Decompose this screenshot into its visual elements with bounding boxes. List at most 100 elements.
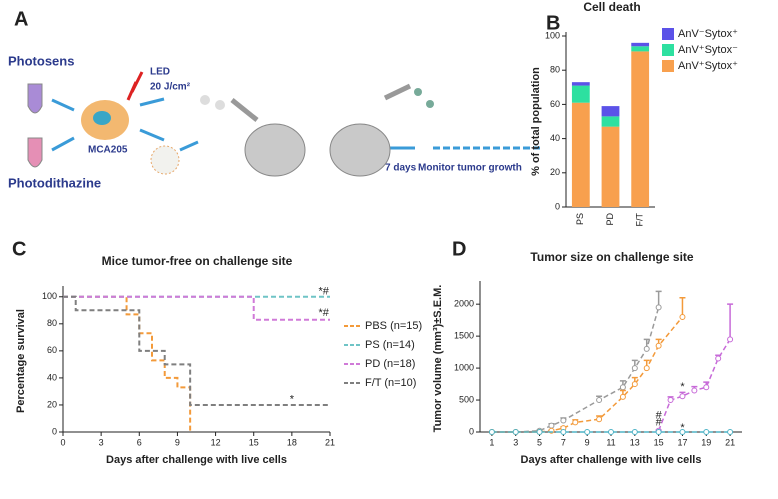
y-tick-label: 60 bbox=[550, 99, 560, 109]
chart-title: Cell death bbox=[583, 0, 640, 14]
data-point bbox=[655, 429, 662, 435]
data-point bbox=[631, 381, 638, 388]
data-point bbox=[703, 429, 710, 435]
legend-swatch bbox=[662, 60, 674, 72]
y-tick-label: 0 bbox=[469, 426, 474, 436]
x-tick-label: 5 bbox=[537, 437, 542, 447]
legend-swatch bbox=[662, 44, 674, 56]
data-point bbox=[643, 365, 650, 372]
label: 20 J/cm² bbox=[150, 82, 191, 93]
series-line bbox=[657, 338, 731, 431]
data-point bbox=[691, 387, 698, 394]
mouse bbox=[329, 123, 391, 177]
y-tick-label: 20 bbox=[550, 167, 560, 177]
error-bar bbox=[679, 297, 686, 317]
x-tick-label: 0 bbox=[60, 437, 65, 447]
dead-cell bbox=[150, 145, 180, 175]
survival-line bbox=[63, 295, 330, 321]
x-tick-label: 3 bbox=[99, 437, 104, 447]
data-point bbox=[715, 355, 722, 362]
y-tick-label: 60 bbox=[47, 345, 57, 355]
bar-segment bbox=[631, 42, 650, 47]
y-tick-label: 1000 bbox=[454, 362, 474, 372]
y-tick-label: 1500 bbox=[454, 331, 474, 341]
y-tick-label: 500 bbox=[459, 394, 474, 404]
y-tick-label: 100 bbox=[42, 291, 57, 301]
x-tick-label: 9 bbox=[585, 437, 590, 447]
cell bbox=[215, 100, 225, 110]
data-point bbox=[655, 304, 662, 311]
legend-label: PD (n=18) bbox=[365, 358, 415, 370]
y-tick-label: 40 bbox=[550, 133, 560, 143]
data-point bbox=[488, 429, 495, 435]
annotation: *# bbox=[318, 307, 329, 319]
legend-swatch bbox=[662, 28, 674, 40]
data-point bbox=[548, 422, 555, 429]
panel-label: B bbox=[546, 12, 560, 34]
data-point bbox=[655, 342, 662, 349]
x-tick-label: PD bbox=[605, 213, 615, 226]
data-point bbox=[560, 429, 567, 435]
nucleus bbox=[93, 111, 111, 125]
bolt bbox=[126, 71, 144, 101]
data-point bbox=[512, 429, 519, 435]
y-tick-label: 80 bbox=[47, 318, 57, 328]
panel-label: C bbox=[12, 238, 26, 260]
data-point bbox=[584, 429, 591, 435]
data-point bbox=[572, 419, 579, 426]
data-point bbox=[727, 429, 734, 435]
x-tick-label: 11 bbox=[606, 437, 615, 447]
legend-label: PS (n=14) bbox=[365, 339, 415, 351]
bar-segment bbox=[631, 46, 650, 52]
legend-label: AnV⁺Sytox⁺ bbox=[678, 60, 738, 72]
x-tick-label: 19 bbox=[701, 437, 711, 447]
data-point bbox=[679, 313, 686, 320]
x-tick-label: 3 bbox=[513, 437, 518, 447]
label: Monitor tumor growth bbox=[418, 163, 522, 174]
syringe bbox=[383, 83, 412, 101]
y-tick-label: 80 bbox=[550, 65, 560, 75]
legend-label: AnV⁻Sytox⁺ bbox=[678, 28, 738, 40]
chart-title: Mice tumor-free on challenge site bbox=[102, 254, 293, 268]
bar-segment bbox=[601, 106, 620, 117]
tube bbox=[27, 83, 43, 114]
cell bbox=[200, 95, 210, 105]
x-tick-label: 17 bbox=[677, 437, 687, 447]
legend-label: F/T (n=10) bbox=[365, 377, 416, 389]
bar-segment bbox=[601, 126, 620, 207]
x-tick-label: 15 bbox=[249, 437, 259, 447]
data-point bbox=[727, 336, 734, 343]
x-tick-label: 1 bbox=[489, 437, 494, 447]
data-point bbox=[596, 397, 603, 404]
x-tick-label: 9 bbox=[175, 437, 180, 447]
chart-title: Tumor size on challenge site bbox=[530, 250, 693, 264]
bar-segment bbox=[571, 85, 590, 103]
x-tick-label: 7 bbox=[561, 437, 566, 447]
bar-segment bbox=[631, 51, 650, 207]
diagram: A Photosens Photodithazine MCA205 LED 20… bbox=[8, 8, 540, 190]
x-tick-label: 18 bbox=[287, 437, 297, 447]
annotation: * bbox=[680, 381, 685, 393]
y-tick-label: 20 bbox=[47, 399, 57, 409]
data-point bbox=[703, 384, 710, 391]
label: LED bbox=[150, 67, 170, 78]
data-point bbox=[619, 384, 626, 391]
x-tick-label: 21 bbox=[325, 437, 335, 447]
annotation: # bbox=[656, 409, 663, 421]
survival-line bbox=[63, 295, 192, 432]
mouse bbox=[244, 123, 306, 177]
cell bbox=[414, 88, 422, 96]
panel-label: D bbox=[452, 238, 466, 260]
data-point bbox=[619, 393, 626, 400]
annotation: * bbox=[290, 393, 295, 405]
data-point bbox=[608, 429, 614, 435]
data-point bbox=[679, 393, 686, 400]
annotation: # bbox=[656, 416, 663, 428]
y-axis-label: Percentage survival bbox=[15, 309, 27, 413]
y-tick-label: 0 bbox=[52, 426, 57, 436]
annotation: *# bbox=[318, 285, 329, 297]
label: Photodithazine bbox=[8, 175, 101, 190]
arrow bbox=[51, 97, 540, 152]
data-point bbox=[667, 397, 674, 404]
